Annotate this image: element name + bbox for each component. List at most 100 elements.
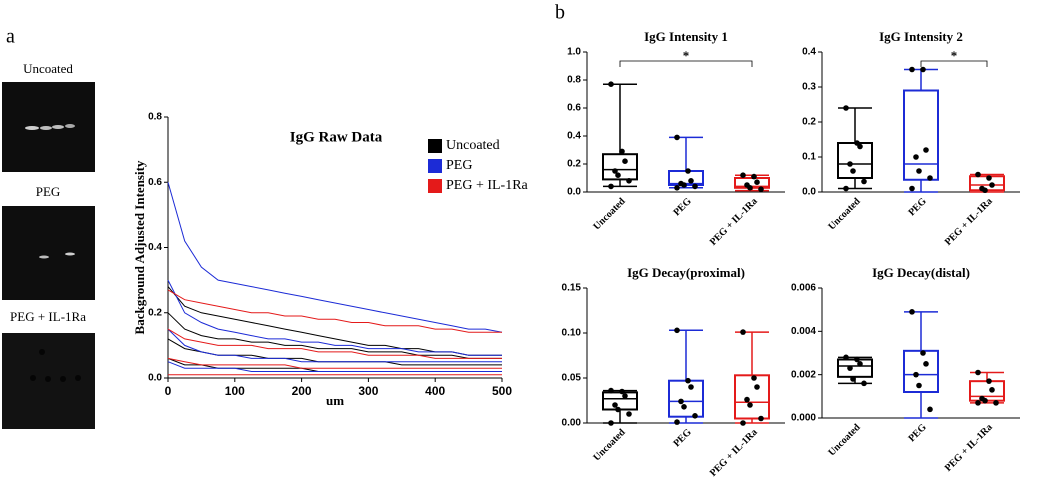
data-point	[843, 185, 849, 192]
significance-bracket	[920, 60, 988, 67]
data-point	[608, 183, 614, 190]
data-point	[615, 406, 621, 413]
data-point	[861, 380, 867, 387]
legend-swatch	[428, 139, 442, 153]
data-point	[920, 350, 926, 356]
y-tick-label: 0.000	[791, 413, 816, 424]
y-tick-label: 1.0	[567, 47, 581, 58]
legend-label: Uncoated	[446, 138, 500, 153]
micrograph	[2, 82, 95, 172]
data-point	[847, 365, 853, 371]
y-tick-label: 0.2	[148, 307, 162, 318]
y-axis-title: Background Adjusted Intensity	[132, 160, 147, 334]
chart-title: IgG Decay(proximal)	[627, 265, 745, 280]
x-tick-label: PEG	[906, 196, 928, 218]
y-tick-label: 0.004	[791, 326, 816, 337]
data-point	[854, 356, 860, 363]
x-tick-label: Uncoated	[591, 427, 628, 464]
data-point	[923, 361, 929, 367]
image-label: Uncoated	[23, 61, 73, 76]
data-point	[975, 171, 981, 178]
data-point	[747, 185, 753, 191]
y-tick-label: 0.1	[802, 152, 816, 163]
x-tick-label: PEG + IL-1Ra	[708, 196, 760, 248]
legend-label: PEG	[446, 158, 472, 173]
data-point	[751, 375, 757, 381]
y-tick-label: 0.2	[802, 117, 816, 128]
data-point	[993, 400, 999, 406]
data-point	[619, 388, 625, 395]
x-tick-label: 200	[292, 384, 312, 398]
data-line	[167, 279, 502, 356]
y-tick-label: 0.10	[562, 328, 582, 339]
data-point	[608, 387, 614, 394]
data-point	[982, 187, 988, 194]
box	[734, 374, 770, 420]
y-tick-label: 0.002	[791, 369, 816, 380]
data-point	[747, 402, 753, 408]
y-tick-label: 0.3	[802, 82, 816, 93]
y-tick-label: 0.8	[567, 75, 581, 86]
data-point	[685, 168, 691, 174]
y-tick-label: 0.4	[567, 131, 581, 142]
data-point	[622, 158, 628, 164]
data-point	[982, 397, 988, 404]
image-label: PEG + IL-1Ra	[10, 309, 86, 324]
data-point	[847, 161, 853, 167]
chart-title: IgG Intensity 2	[879, 29, 963, 44]
data-point	[608, 81, 614, 87]
data-point	[622, 393, 628, 399]
data-line	[167, 312, 502, 359]
y-tick-label: 0.00	[562, 418, 582, 429]
data-point	[909, 66, 915, 73]
data-point	[850, 376, 856, 382]
x-tick-label: Uncoated	[826, 422, 863, 459]
x-tick-label: 400	[425, 384, 445, 398]
data-point	[975, 369, 981, 376]
y-tick-label: 0.6	[567, 103, 581, 114]
y-tick-label: 0.8	[148, 112, 162, 123]
data-point	[927, 406, 933, 413]
significance-label: *	[683, 48, 690, 63]
x-tick-label: Uncoated	[591, 196, 628, 233]
data-point	[913, 371, 919, 378]
data-point	[758, 186, 764, 192]
y-tick-label: 0.0	[802, 187, 816, 198]
legend-swatch	[428, 159, 442, 173]
micrograph	[2, 206, 95, 300]
data-point	[681, 404, 687, 410]
x-tick-label: 100	[225, 384, 245, 398]
y-tick-label: 0.4	[148, 242, 162, 253]
data-point	[857, 361, 863, 367]
data-line	[167, 182, 503, 333]
data-point	[850, 168, 856, 174]
data-point	[909, 309, 915, 315]
data-point	[674, 134, 680, 141]
data-point	[740, 420, 746, 426]
data-line	[167, 361, 502, 372]
data-point	[909, 185, 915, 192]
significance-label: *	[951, 48, 958, 63]
data-line	[167, 289, 502, 333]
x-tick-label: PEG	[671, 427, 693, 449]
data-point	[678, 398, 684, 405]
data-point	[923, 147, 929, 153]
x-tick-label: 500	[492, 384, 512, 398]
box	[602, 391, 638, 411]
y-tick-label: 0.006	[791, 283, 816, 294]
legend-label: PEG + IL-1Ra	[446, 178, 529, 193]
significance-bracket	[619, 60, 753, 67]
y-tick-label: 0.0	[148, 373, 162, 384]
data-point	[920, 66, 926, 73]
y-tick-label: 0.05	[562, 373, 582, 384]
data-point	[744, 396, 750, 403]
data-point	[612, 168, 618, 174]
box	[837, 358, 873, 378]
y-tick-label: 0.15	[562, 283, 582, 294]
box	[668, 379, 704, 418]
data-point	[989, 182, 995, 188]
panel-letter: b	[555, 2, 565, 24]
data-point	[857, 143, 863, 150]
data-point	[927, 175, 933, 181]
